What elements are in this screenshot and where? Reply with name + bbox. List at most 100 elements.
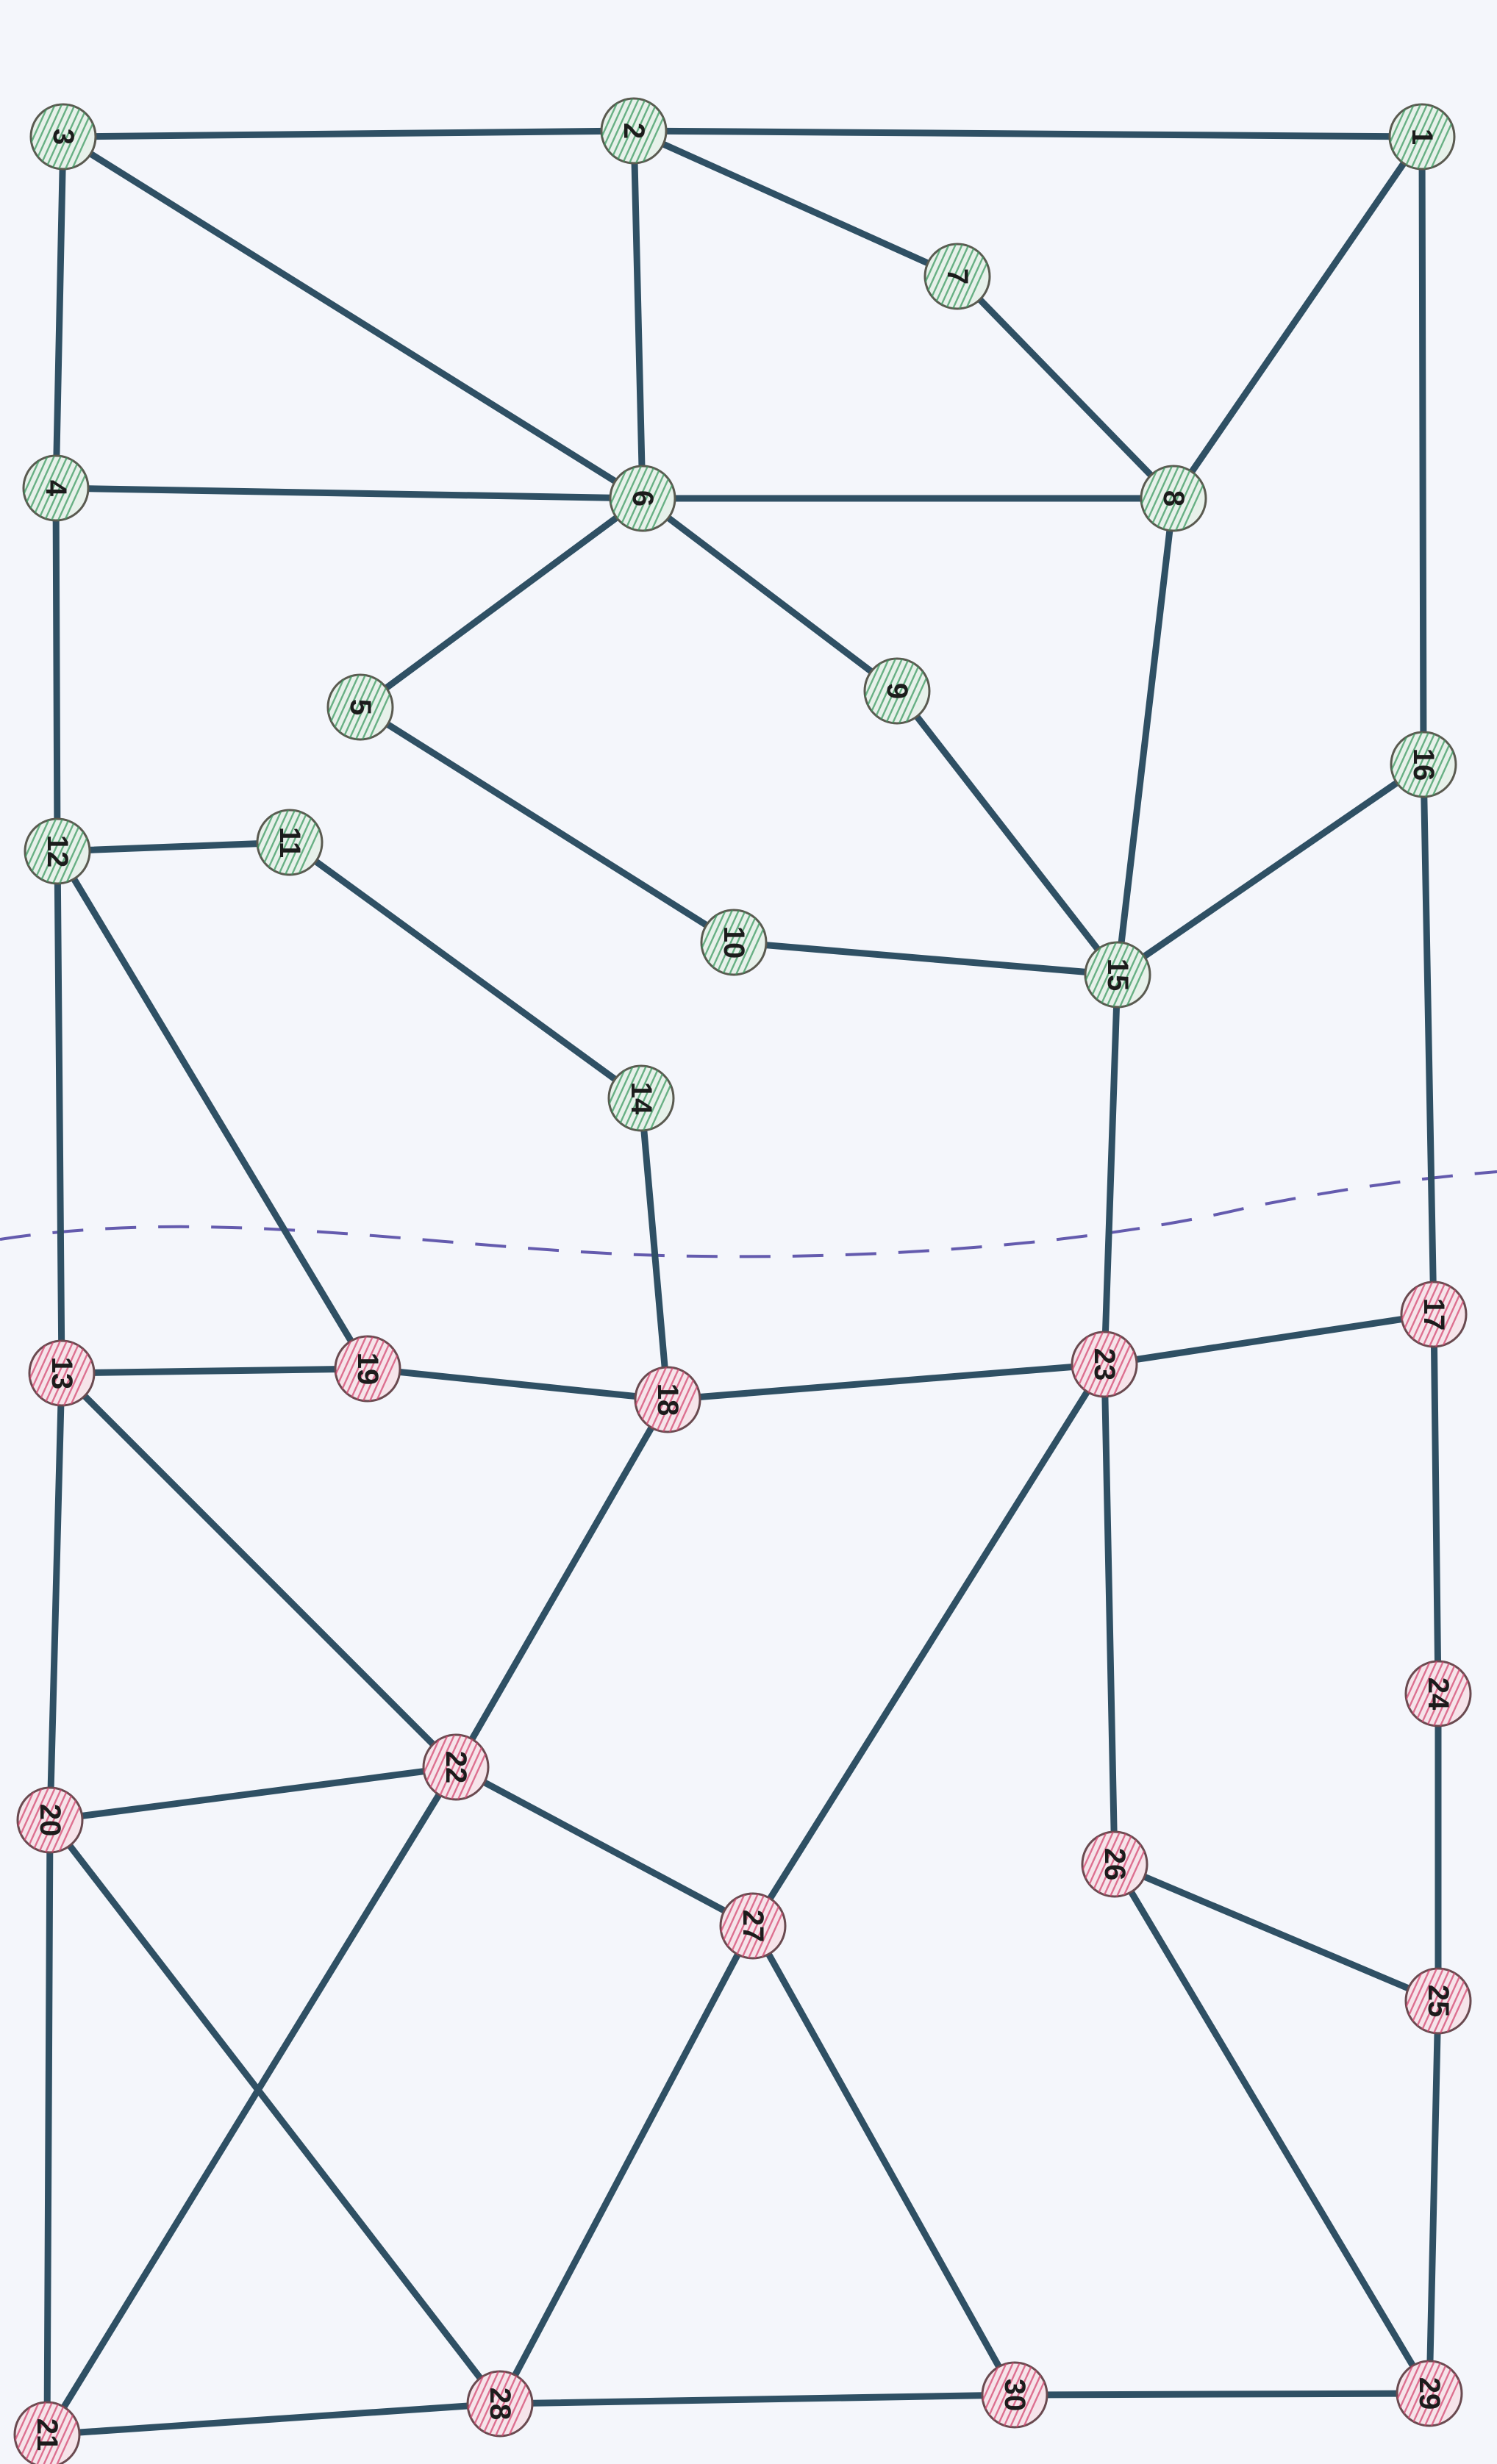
node-hatching (15, 2402, 79, 2464)
node-label: 2 (618, 123, 650, 139)
node-hatching (29, 1341, 94, 1405)
node-hatching (1085, 942, 1150, 1007)
node-hatching (609, 1066, 674, 1131)
edge-20-21 (43, 1816, 54, 2438)
node-28: 28 (466, 2370, 534, 2438)
edge-11-14 (286, 839, 645, 1102)
node-label: 11 (274, 827, 306, 858)
node-label: 26 (1098, 1848, 1131, 1881)
node-label: 9 (881, 683, 913, 699)
node-label: 8 (1157, 490, 1190, 506)
node-19: 19 (334, 1335, 401, 1403)
node-label: 6 (626, 490, 659, 506)
edge-19-18 (364, 1365, 671, 1403)
node-hatching (31, 104, 96, 169)
node-hatching (1391, 732, 1456, 797)
node-hatching (18, 1788, 82, 1852)
edge-26-29 (1111, 1860, 1433, 2397)
node-29: 29 (1396, 2360, 1463, 2427)
edge-22-21 (43, 1763, 460, 2438)
node-label: 15 (1101, 959, 1134, 992)
edge-16-15 (1114, 761, 1427, 978)
node-label: 30 (998, 2379, 1031, 2412)
node-label: 27 (737, 1910, 769, 1943)
edge-2-1 (630, 127, 1426, 140)
edge-3-2 (60, 127, 637, 140)
edge-23-17 (1101, 1311, 1437, 1368)
edge-12-19 (54, 848, 371, 1372)
edge-3-6 (60, 133, 646, 502)
edge-2-6 (630, 127, 646, 502)
edge-20-22 (46, 1763, 460, 1824)
edge-7-8 (954, 273, 1177, 502)
edge-8-15 (1114, 495, 1177, 978)
edge-4-12 (52, 484, 61, 855)
edge-2-7 (630, 127, 961, 280)
node-hatching (468, 2371, 532, 2436)
edge-20-28 (46, 1816, 504, 2407)
edge-6-5 (357, 495, 646, 711)
node-label: 5 (344, 699, 376, 715)
edge-28-30 (496, 2391, 1018, 2407)
node-label: 10 (718, 926, 750, 959)
edge-17-24 (1430, 1311, 1442, 1697)
node-20: 20 (16, 1786, 84, 1854)
node-11: 11 (256, 809, 324, 876)
node-label: 7 (941, 268, 973, 284)
node-label: 19 (351, 1353, 384, 1386)
edge-1-8 (1170, 133, 1426, 502)
node-25: 25 (1404, 1967, 1472, 2035)
edge-13-19 (58, 1365, 371, 1377)
edge-14-18 (637, 1095, 671, 1403)
node-6: 6 (609, 465, 676, 532)
node-30: 30 (981, 2361, 1048, 2429)
node-label: 22 (440, 1751, 472, 1784)
node-hatching (257, 810, 322, 875)
edge-18-22 (452, 1396, 671, 1771)
node-label: 14 (625, 1082, 657, 1115)
node-hatching (701, 910, 766, 975)
edge-3-4 (52, 133, 67, 492)
node-label: 25 (1422, 1985, 1454, 2018)
edge-27-30 (749, 1922, 1018, 2399)
node-24: 24 (1404, 1660, 1472, 1727)
edge-15-23 (1101, 971, 1121, 1368)
node-15: 15 (1084, 941, 1151, 1009)
nodes-layer: 1234567891011121415161317181920212223242… (13, 97, 1472, 2464)
edge-4-6 (52, 484, 646, 502)
edge-6-9 (639, 495, 901, 695)
node-label: 24 (1422, 1677, 1454, 1711)
edge-13-22 (58, 1369, 460, 1771)
edge-30-29 (1011, 2390, 1433, 2399)
edge-5-10 (357, 703, 737, 946)
edges-layer (43, 127, 1442, 2438)
node-hatching (1141, 466, 1206, 531)
node-hatching (610, 466, 675, 531)
node-label: 29 (1413, 2377, 1446, 2410)
edge-18-23 (664, 1361, 1108, 1403)
node-17: 17 (1400, 1281, 1468, 1348)
edge-12-13 (54, 848, 65, 1377)
node-label: 13 (46, 1357, 78, 1390)
edge-1-16 (1418, 133, 1427, 768)
edge-12-11 (54, 839, 293, 855)
node-label: 17 (1418, 1298, 1450, 1331)
node-label: 20 (34, 1804, 66, 1837)
node-label: 16 (1407, 748, 1440, 781)
node-21: 21 (13, 2401, 81, 2464)
edge-25-29 (1426, 1997, 1442, 2397)
node-18: 18 (634, 1366, 701, 1433)
node-14: 14 (607, 1064, 675, 1132)
node-4: 4 (22, 454, 90, 522)
node-label: 4 (40, 480, 72, 497)
node-label: 18 (651, 1383, 684, 1417)
edge-23-27 (749, 1361, 1108, 1930)
edge-10-15 (730, 939, 1121, 978)
node-27: 27 (719, 1892, 787, 1960)
edge-13-20 (46, 1369, 65, 1824)
node-label: 1 (1406, 129, 1438, 145)
node-10: 10 (700, 909, 768, 976)
edge-22-27 (452, 1763, 757, 1930)
